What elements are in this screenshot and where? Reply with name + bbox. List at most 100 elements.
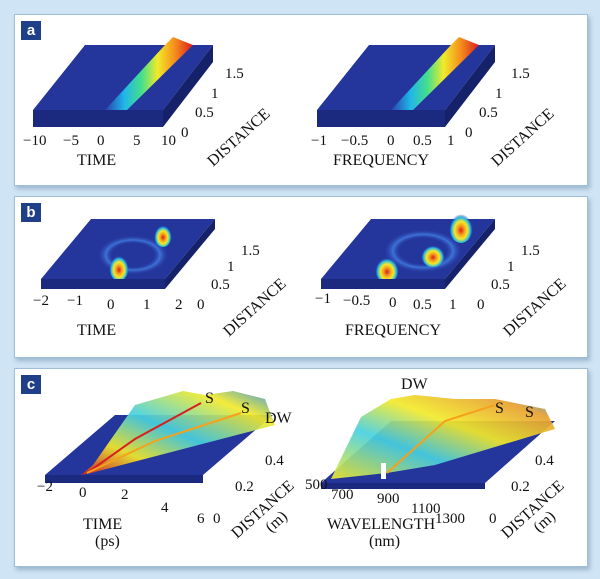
surface-front-edge (317, 110, 445, 127)
panel-label: b (21, 203, 41, 222)
annotations: S S DW (205, 390, 293, 427)
x-axis-ticks: −10 −5 0 5 10 (23, 133, 176, 149)
surface-side-edge (445, 219, 495, 289)
tick-label: 1 (495, 86, 503, 102)
tick-label: 0 (465, 125, 473, 141)
annotation-label: S (525, 404, 534, 421)
tick-label: 0 (213, 511, 221, 527)
tick-label: 0 (387, 133, 395, 149)
x-axis-ticks: 500 700 900 1100 1300 (305, 477, 465, 527)
y-axis-label: DISTANCE (498, 477, 567, 542)
tick-label: −0.5 (341, 133, 368, 149)
tick-label: 2 (175, 297, 183, 313)
tick-label: 0 (181, 125, 189, 141)
tick-label: 900 (377, 491, 400, 507)
surface-peak (421, 243, 445, 267)
surface-spike (381, 463, 386, 479)
tick-label: 0.5 (491, 277, 510, 293)
tick-label: 1 (211, 86, 219, 102)
tick-label: 0.2 (511, 479, 530, 495)
panel-label: c (21, 375, 41, 394)
y-axis-ticks: 0 0.2 0.4 (489, 453, 554, 527)
tick-label: 1 (143, 297, 151, 313)
tick-label: −10 (23, 133, 46, 149)
y-axis-ticks: 0 0.5 1 1.5 (465, 66, 530, 141)
tick-label: 0.5 (195, 105, 214, 121)
x-axis-unit: (nm) (369, 533, 400, 550)
surface-ridge (386, 404, 496, 474)
x-axis-label: WAVELENGTH (327, 516, 436, 533)
y-axis-ticks: 0 0.5 1 1.5 (197, 243, 260, 313)
annotation-label: DW (265, 410, 293, 427)
tick-label: 1.5 (225, 66, 244, 82)
tick-label: 0.5 (413, 133, 432, 149)
y-axis-label: DISTANCE (488, 105, 557, 170)
panel-b: b −2 −1 0 1 2 (14, 196, 588, 358)
surface-peak (449, 211, 473, 243)
surface-side-edge (445, 45, 495, 127)
tick-label: 0 (489, 511, 497, 527)
tick-label: 0 (389, 295, 397, 311)
panel-c-plots: S S DW −2 0 2 4 6 TIME (ps) 0 0.2 0.4 DI… (37, 376, 568, 550)
tick-label: 2 (121, 487, 129, 503)
tick-label: 0 (477, 297, 485, 313)
tick-label: 5 (133, 133, 141, 149)
tick-label: 0 (197, 297, 205, 313)
tick-label: 0.5 (479, 105, 498, 121)
panel-b-plots: −2 −1 0 1 2 TIME 0 0.5 1 1.5 DISTANCE −1… (33, 211, 570, 340)
surface-peak (109, 253, 129, 281)
tick-label: 1300 (435, 511, 465, 527)
tick-label: 1 (227, 259, 235, 275)
x-axis-label: FREQUENCY (333, 152, 429, 169)
tick-label: 1 (447, 133, 455, 149)
surface-ridge (391, 37, 479, 110)
tick-label: 1.5 (511, 66, 530, 82)
surface-fan (331, 395, 555, 479)
x-axis-ticks: −2 −1 0 1 2 (33, 293, 183, 313)
tick-label: 0.5 (413, 297, 432, 313)
surface-side-edge (163, 45, 213, 127)
annotation-label: S (495, 400, 504, 417)
panel-label: a (21, 21, 41, 40)
tick-label: 6 (197, 511, 205, 527)
y-axis-ticks: 0 0.2 0.4 (213, 453, 284, 527)
annotations: DW S S (401, 376, 534, 421)
surface-ridge (86, 412, 242, 474)
surface-ridge (105, 37, 193, 110)
x-axis-label: TIME (77, 152, 116, 169)
surface-side-edge (165, 219, 215, 289)
surface-peak (375, 255, 399, 283)
y-axis-ticks: 0 0.5 1 1.5 (477, 243, 540, 313)
tick-label: −1 (67, 293, 83, 309)
tick-label: −5 (63, 133, 79, 149)
tick-label: −2 (37, 479, 53, 495)
surface-front-edge (321, 279, 445, 289)
x-axis-unit: (ps) (95, 533, 120, 550)
tick-label: −0.5 (343, 293, 370, 309)
x-axis-label: TIME (83, 516, 122, 533)
tick-label: 1100 (411, 501, 440, 517)
x-axis-ticks: −2 0 2 4 6 (37, 479, 205, 527)
surface-front-edge (41, 279, 165, 289)
tick-label: −1 (311, 133, 327, 149)
x-axis-label: FREQUENCY (345, 322, 441, 339)
annotation-label: S (241, 400, 250, 417)
tick-label: 0.4 (265, 453, 284, 469)
tick-label: 0 (79, 485, 87, 501)
tick-label: 0.4 (535, 453, 554, 469)
tick-label: 1 (449, 297, 457, 313)
annotation-label: DW (401, 376, 429, 393)
panel-a: a −10 −5 0 5 10 TIME 0 0.5 (14, 14, 588, 186)
annotation-label: S (205, 390, 214, 407)
tick-label: 0 (107, 297, 115, 313)
surface-front-edge (321, 483, 485, 489)
tick-label: −2 (33, 293, 49, 309)
tick-label: 0.5 (211, 277, 230, 293)
y-axis-label: DISTANCE (500, 275, 569, 340)
tick-label: 1.5 (241, 243, 260, 259)
tick-label: 1.5 (521, 243, 540, 259)
tick-label: 1 (507, 259, 515, 275)
tick-label: 10 (161, 133, 176, 149)
y-axis-label: DISTANCE (220, 275, 289, 340)
tick-label: 0 (97, 133, 105, 149)
